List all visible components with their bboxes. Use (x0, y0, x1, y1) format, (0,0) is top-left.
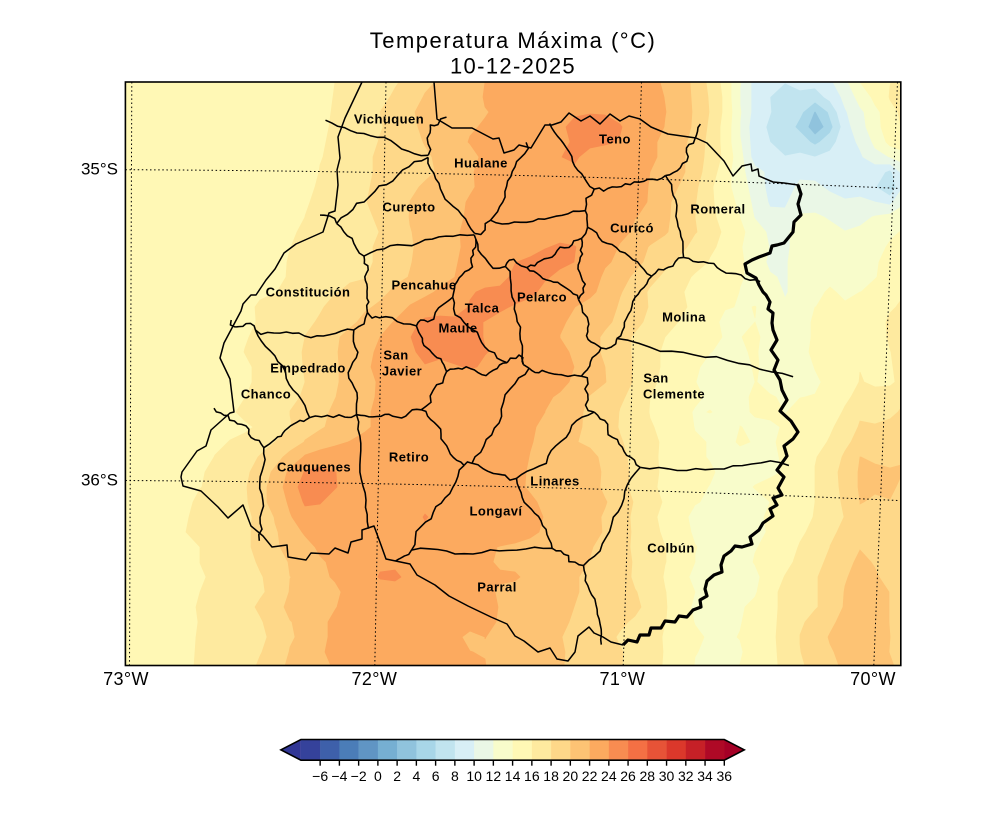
svg-text:Pencahue: Pencahue (391, 278, 456, 293)
svg-text:18: 18 (543, 768, 559, 784)
svg-text:Empedrado: Empedrado (270, 361, 346, 376)
svg-text:−6: −6 (312, 768, 328, 784)
svg-text:Chanco: Chanco (241, 387, 291, 402)
svg-text:30: 30 (659, 768, 675, 784)
svg-text:Clemente: Clemente (643, 387, 705, 402)
svg-text:4: 4 (412, 768, 420, 784)
svg-text:Constitución: Constitución (266, 285, 351, 300)
svg-text:22: 22 (582, 768, 598, 784)
svg-text:70°W: 70°W (850, 669, 896, 689)
svg-text:28: 28 (640, 768, 656, 784)
svg-text:12: 12 (486, 768, 502, 784)
svg-text:0: 0 (374, 768, 382, 784)
svg-text:Javier: Javier (382, 364, 422, 379)
svg-text:24: 24 (601, 768, 617, 784)
svg-text:−2: −2 (351, 768, 367, 784)
svg-text:34: 34 (697, 768, 713, 784)
svg-text:Curepto: Curepto (383, 200, 436, 215)
svg-text:San: San (643, 371, 668, 386)
svg-text:San: San (383, 348, 408, 363)
svg-text:Pelarco: Pelarco (517, 290, 567, 305)
svg-text:Colbún: Colbún (647, 541, 694, 556)
svg-text:Teno: Teno (599, 132, 631, 147)
svg-text:6: 6 (432, 768, 440, 784)
svg-text:Romeral: Romeral (690, 202, 745, 217)
svg-text:Curicó: Curicó (610, 221, 654, 236)
svg-text:36°S: 36°S (81, 471, 118, 490)
svg-text:2: 2 (393, 768, 401, 784)
svg-text:Longaví: Longaví (470, 504, 523, 519)
svg-text:26: 26 (620, 768, 636, 784)
svg-text:10-12-2025: 10-12-2025 (450, 54, 576, 79)
svg-text:Molina: Molina (662, 310, 706, 325)
svg-text:73°W: 73°W (103, 669, 149, 689)
svg-text:Parral: Parral (477, 580, 517, 595)
svg-text:36: 36 (717, 768, 733, 784)
svg-text:20: 20 (563, 768, 579, 784)
svg-text:14: 14 (505, 768, 521, 784)
svg-text:32: 32 (678, 768, 694, 784)
svg-text:16: 16 (524, 768, 540, 784)
svg-text:10: 10 (466, 768, 482, 784)
svg-text:Hualane: Hualane (454, 156, 508, 171)
svg-text:Cauquenes: Cauquenes (277, 460, 351, 475)
svg-text:Vichuquen: Vichuquen (354, 112, 424, 127)
svg-text:8: 8 (451, 768, 459, 784)
svg-text:−4: −4 (331, 768, 347, 784)
svg-text:Linares: Linares (530, 474, 579, 489)
svg-text:71°W: 71°W (599, 669, 645, 689)
svg-text:Retiro: Retiro (389, 450, 429, 465)
svg-text:35°S: 35°S (81, 160, 118, 179)
svg-text:Talca: Talca (465, 301, 500, 316)
svg-text:72°W: 72°W (351, 669, 397, 689)
svg-text:Maule: Maule (438, 321, 477, 336)
svg-text:Temperatura Máxima (°C): Temperatura Máxima (°C) (370, 28, 657, 53)
